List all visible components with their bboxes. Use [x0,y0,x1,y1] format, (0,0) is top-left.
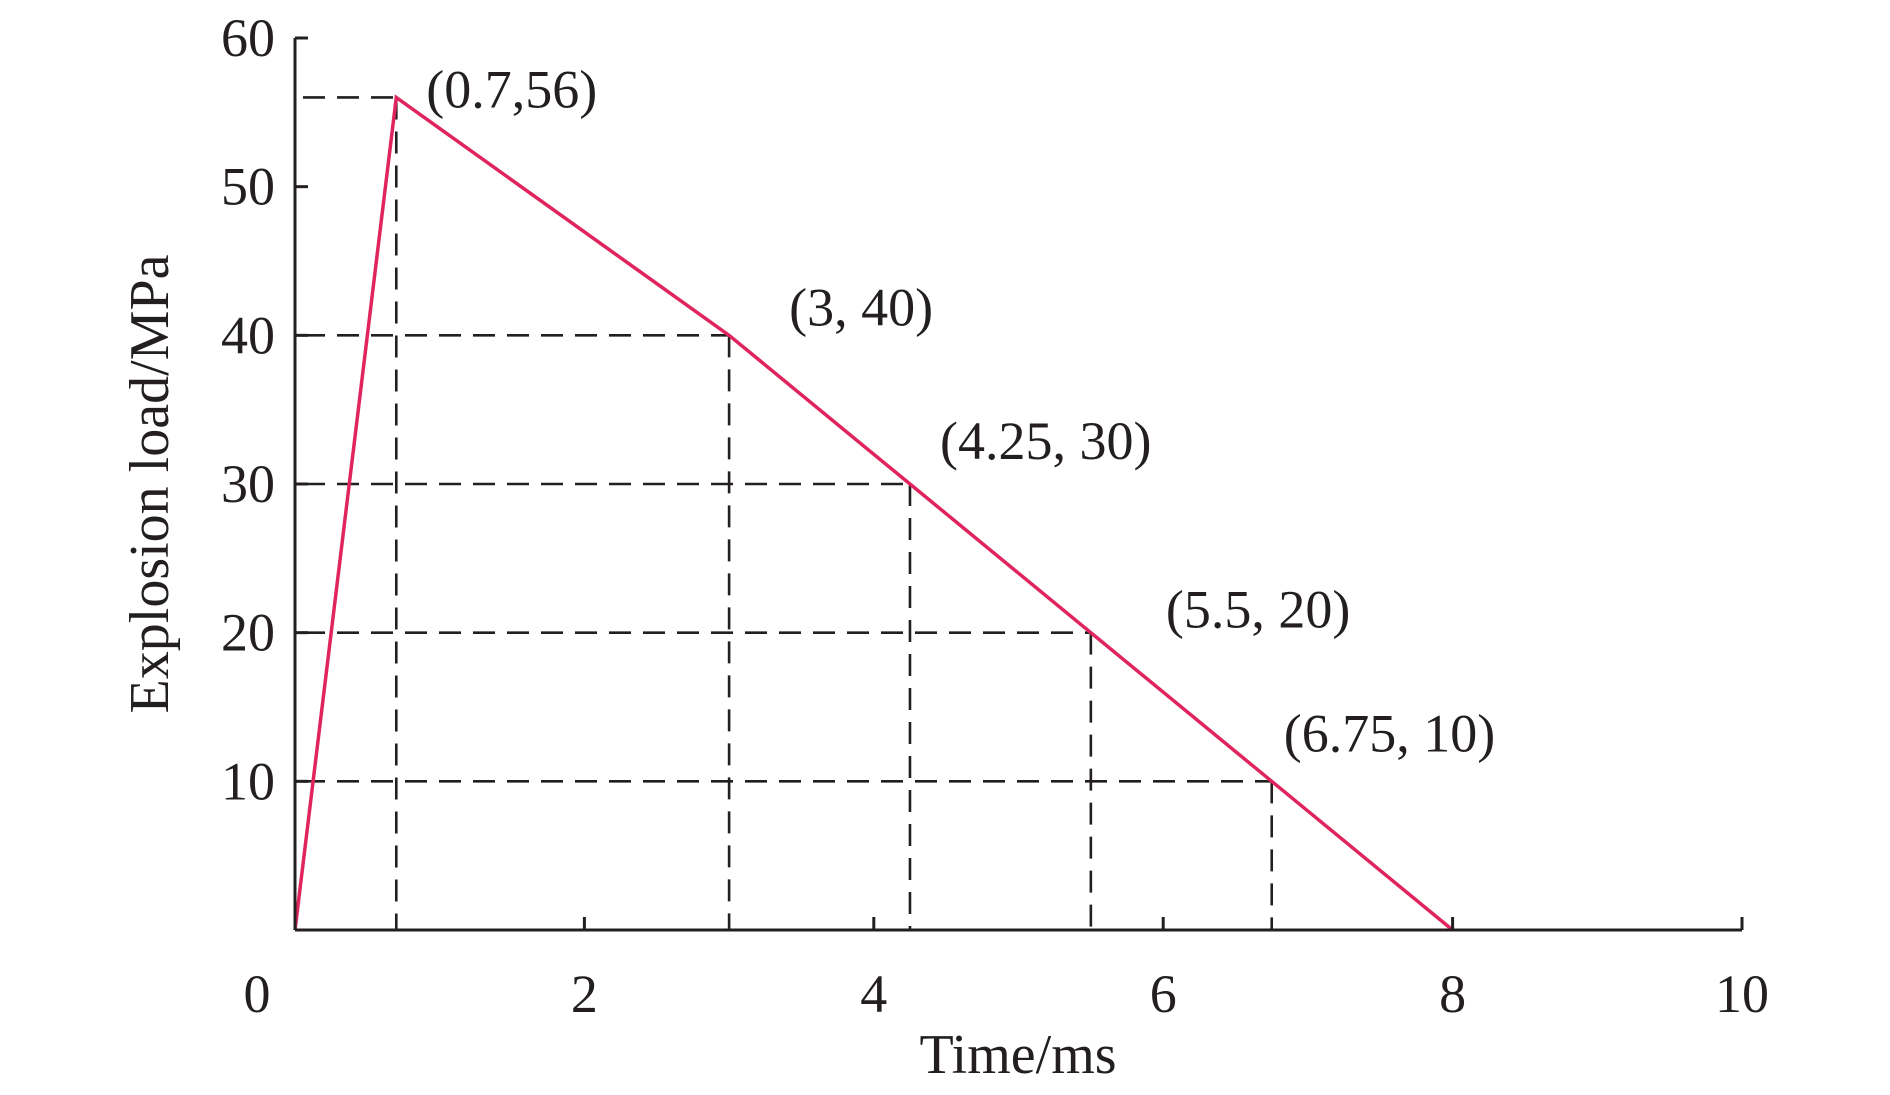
x-tick-label-2: 2 [571,964,598,1024]
x-tick-label-6: 6 [1150,964,1177,1024]
y-tick-label-30: 30 [221,454,275,514]
x-tick-label-4: 4 [860,964,887,1024]
y-tick-label-60: 60 [221,8,275,68]
point-label-2: (4.25, 30) [940,411,1151,471]
x-tick-label-8: 8 [1439,964,1466,1024]
y-tick-label-50: 50 [221,157,275,217]
series-layer [293,94,1454,932]
x-axis-title: Time/ms [919,1024,1116,1086]
y-tick-label-10: 10 [221,751,275,811]
point-label-3: (5.5, 20) [1166,580,1350,640]
point-annotations: (0.7,56) (3, 40) (4.25, 30) (5.5, 20) (6.75,… [426,59,1495,763]
dashed-guide-lines [303,96,1274,930]
point-label-1: (3, 40) [789,277,933,337]
x-tick-label-0: 0 [244,964,271,1024]
point-label-0: (0.7,56) [426,59,597,119]
point-label-4: (6.75, 10) [1284,703,1495,763]
y-tick-label-20: 20 [221,603,275,663]
x-tick-label-10: 10 [1715,964,1769,1024]
y-axis-title: Explosion load/MPa [119,254,181,713]
series-line-0 [293,94,1454,932]
x-axis-ticks: 0 2 4 6 8 10 [244,917,1769,1024]
y-axis-ticks: 10 20 30 40 50 60 [221,8,308,811]
y-tick-label-40: 40 [221,305,275,365]
